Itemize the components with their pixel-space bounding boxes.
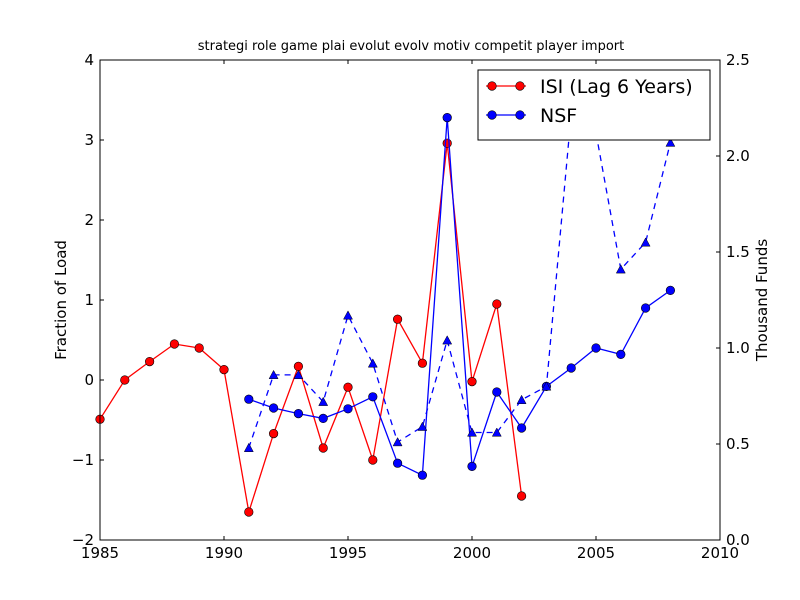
legend-label: NSF bbox=[540, 105, 577, 127]
series-2-point bbox=[640, 237, 651, 247]
y-axis-right-label: Thousand Funds bbox=[753, 239, 771, 362]
series-2-point bbox=[318, 396, 329, 406]
series-0-point bbox=[120, 375, 130, 385]
x-tick-label: 1990 bbox=[205, 544, 243, 562]
series-0-point bbox=[417, 358, 428, 368]
series-2-point bbox=[615, 264, 626, 274]
series-2-point bbox=[541, 381, 552, 391]
series-0-point bbox=[442, 138, 452, 148]
series-0-point bbox=[194, 343, 204, 353]
series-1-point bbox=[665, 285, 676, 296]
y-tick-label: −1 bbox=[72, 451, 94, 469]
series-1-point bbox=[417, 470, 428, 480]
series-2-point bbox=[243, 442, 254, 452]
x-tick-label: 1985 bbox=[81, 544, 119, 562]
series-0-point bbox=[368, 455, 378, 465]
series-1-point bbox=[269, 403, 279, 413]
series-0-point bbox=[244, 507, 254, 517]
y-axis-label: Fraction of Load bbox=[52, 240, 70, 360]
series-0-point bbox=[145, 357, 155, 367]
x-tick-label: 2005 bbox=[577, 544, 615, 562]
series-1-point bbox=[591, 343, 601, 353]
axes: 1985 1990 1995 2000 2005 2010 −2 −1 0 1 2 3 4 0.0 0.5 1… bbox=[72, 51, 750, 562]
y-right-tick-label: 1.0 bbox=[726, 339, 750, 357]
series-2-point bbox=[665, 137, 676, 147]
x-tick-label: 1995 bbox=[329, 544, 367, 562]
y-right-tick-label: 0.0 bbox=[726, 531, 750, 549]
legend-marker bbox=[487, 81, 497, 91]
series-2-point bbox=[392, 437, 403, 447]
legend-marker bbox=[487, 110, 497, 120]
series-1-point bbox=[616, 349, 626, 360]
series-1-point bbox=[244, 394, 254, 404]
series-0-point bbox=[492, 299, 502, 309]
series-2-point bbox=[343, 310, 353, 320]
series-2-point bbox=[491, 427, 502, 437]
series-1-point bbox=[318, 413, 328, 424]
series-line-2 bbox=[248, 112, 672, 449]
series-0-point bbox=[516, 491, 527, 501]
series-0-point bbox=[269, 429, 279, 439]
series-2-point bbox=[516, 394, 527, 404]
y-tick-label: 0 bbox=[84, 371, 94, 389]
y-tick-label: 1 bbox=[84, 291, 94, 309]
series-2-point bbox=[467, 427, 477, 437]
y-right-tick-label: 1.5 bbox=[726, 243, 750, 261]
series-0-point bbox=[318, 443, 328, 453]
series-0-point bbox=[293, 361, 304, 372]
series-1-point bbox=[492, 387, 502, 397]
series-2-point bbox=[417, 421, 428, 431]
chart-title: strategi role game plai evolut evolv mot… bbox=[198, 39, 624, 54]
legend-marker bbox=[515, 81, 525, 91]
series-1-point bbox=[566, 363, 576, 373]
y-tick-label: 3 bbox=[84, 131, 94, 149]
series-0-point bbox=[343, 382, 353, 392]
y-right-tick-label: 2.5 bbox=[726, 51, 750, 69]
y-right-tick-label: 0.5 bbox=[726, 435, 750, 453]
series-1-point bbox=[368, 392, 378, 402]
series-1-point bbox=[343, 404, 353, 414]
y-tick-label: 2 bbox=[84, 211, 94, 229]
series-1-point bbox=[516, 423, 527, 433]
legend-box bbox=[477, 69, 711, 141]
series-1-point bbox=[640, 303, 651, 313]
legend-marker bbox=[515, 110, 525, 120]
series-2-point bbox=[367, 358, 378, 368]
series-0-point bbox=[169, 339, 179, 349]
series-2-point bbox=[293, 369, 304, 379]
legend-label: ISI (Lag 6 Years) bbox=[540, 76, 693, 98]
series-1-point bbox=[393, 458, 403, 468]
series-1-point bbox=[293, 409, 304, 419]
series-0-point bbox=[219, 365, 229, 375]
series-0-point bbox=[393, 314, 403, 324]
legend: ISI (Lag 6 Years) NSF bbox=[477, 69, 711, 141]
series-2-point bbox=[268, 369, 279, 379]
series-2-point bbox=[442, 335, 453, 345]
y-right-tick-label: 2.0 bbox=[726, 147, 750, 165]
x-tick-label: 2000 bbox=[453, 544, 491, 562]
y-tick-label: −2 bbox=[72, 531, 94, 549]
series-1-point bbox=[467, 461, 477, 472]
series-1-point bbox=[442, 112, 452, 123]
series-0-point bbox=[467, 377, 477, 387]
x-tick-label: 2010 bbox=[701, 544, 739, 562]
y-tick-label: 4 bbox=[84, 51, 94, 69]
